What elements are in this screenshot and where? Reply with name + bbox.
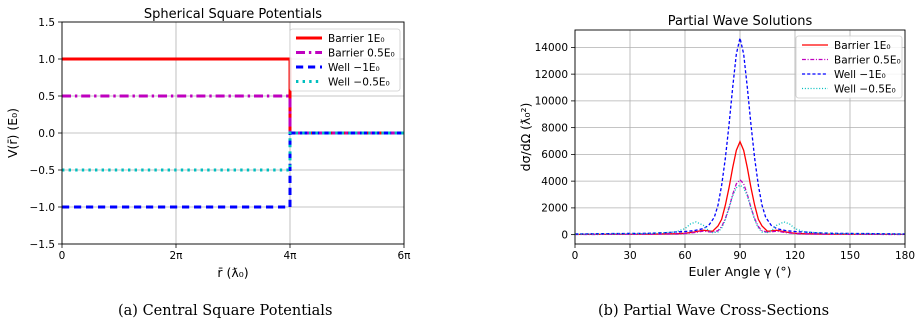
legend-box: [289, 28, 401, 92]
figure-canvas: 0 2π 4π 6π −1.5 −1.0 −0.5 0.0 0.5 1.0 1.5 Spherica…: [5, 7, 915, 280]
series-line-4: [62, 131, 404, 172]
x-tick-label: 120: [785, 250, 805, 262]
chart-right: 0 30 60 90 120 150 180 0 2000 4000 6000 8000 10000 12…: [518, 14, 915, 279]
series-line-2: [62, 94, 404, 135]
series-line-3: [62, 131, 404, 209]
caption-right: (b) Partial Wave Cross-Sections: [598, 303, 830, 319]
y-tick-label: −0.5: [30, 165, 56, 177]
y-tick-label: 12000: [535, 69, 568, 81]
y-tick-label: 0: [561, 229, 568, 241]
y-tick-label: 1.0: [38, 54, 55, 66]
x-tick-label: 0: [572, 250, 579, 262]
y-tick-label: −1.5: [30, 239, 56, 251]
y-tick-label: 10000: [535, 96, 568, 108]
y-tick-label: 8000: [541, 122, 568, 134]
ticks-right: 0 30 60 90 120 150 180 0 2000 4000 6000 8000 10000 12…: [535, 42, 915, 262]
legend-label-3: Well −1E₀: [834, 69, 886, 81]
x-tick-label: 90: [733, 250, 746, 262]
x-tick-label: 30: [623, 250, 636, 262]
chart-title-right: Partial Wave Solutions: [668, 14, 813, 29]
y-axis-label-left: V(r̄) (E₀): [5, 108, 20, 158]
caption-left: (a) Central Square Potentials: [118, 303, 333, 319]
y-tick-label: 2000: [541, 203, 568, 215]
legend-label-1: Barrier 1E₀: [328, 33, 385, 45]
series-layer-right: [574, 37, 906, 236]
legend-label-4: Well −0.5E₀: [834, 83, 896, 95]
legend-label-1: Barrier 1E₀: [834, 40, 891, 52]
chart-title-left: Spherical Square Potentials: [144, 7, 322, 22]
series-layer-left: [62, 57, 404, 209]
y-tick-label: 14000: [535, 42, 568, 54]
x-axis-label-right: Euler Angle γ (°): [688, 264, 791, 279]
legend-right: Barrier 1E₀ Barrier 0.5E₀ Well −1E₀ Well −0…: [795, 35, 903, 99]
series-line-2: [574, 178, 906, 236]
y-tick-label: 6000: [541, 149, 568, 161]
legend-label-4: Well −0.5E₀: [328, 76, 390, 88]
legend-left: Barrier 1E₀ Barrier 0.5E₀ Well −1E₀ Well −0…: [289, 28, 401, 92]
x-tick-label: 0: [59, 250, 66, 262]
y-axis-label-right: dσ/dΩ (ƛ₀²): [518, 103, 533, 172]
y-tick-label: 4000: [541, 176, 568, 188]
ticks-left: 0 2π 4π 6π −1.5 −1.0 −0.5 0.0 0.5 1.0 1.5: [30, 17, 412, 262]
y-tick-label: 1.5: [38, 17, 55, 29]
x-tick-label: 6π: [397, 250, 411, 262]
legend-label-2: Barrier 0.5E₀: [328, 47, 395, 59]
y-tick-label: −1.0: [30, 202, 56, 214]
series-line-4: [574, 184, 906, 235]
x-tick-label: 180: [895, 250, 915, 262]
y-tick-label: 0.5: [38, 91, 55, 103]
x-tick-label: 150: [840, 250, 860, 262]
x-tick-label: 2π: [169, 250, 183, 262]
x-tick-label: 60: [678, 250, 691, 262]
y-tick-label: 0.0: [38, 128, 55, 140]
chart-left: 0 2π 4π 6π −1.5 −1.0 −0.5 0.0 0.5 1.0 1.5 Spherica…: [5, 7, 411, 280]
x-axis-label-left: r̄ (ƛ₀): [217, 265, 248, 280]
legend-box: [795, 35, 903, 99]
legend-label-2: Barrier 0.5E₀: [834, 54, 901, 66]
legend-label-3: Well −1E₀: [328, 62, 380, 74]
x-tick-label: 4π: [283, 250, 297, 262]
